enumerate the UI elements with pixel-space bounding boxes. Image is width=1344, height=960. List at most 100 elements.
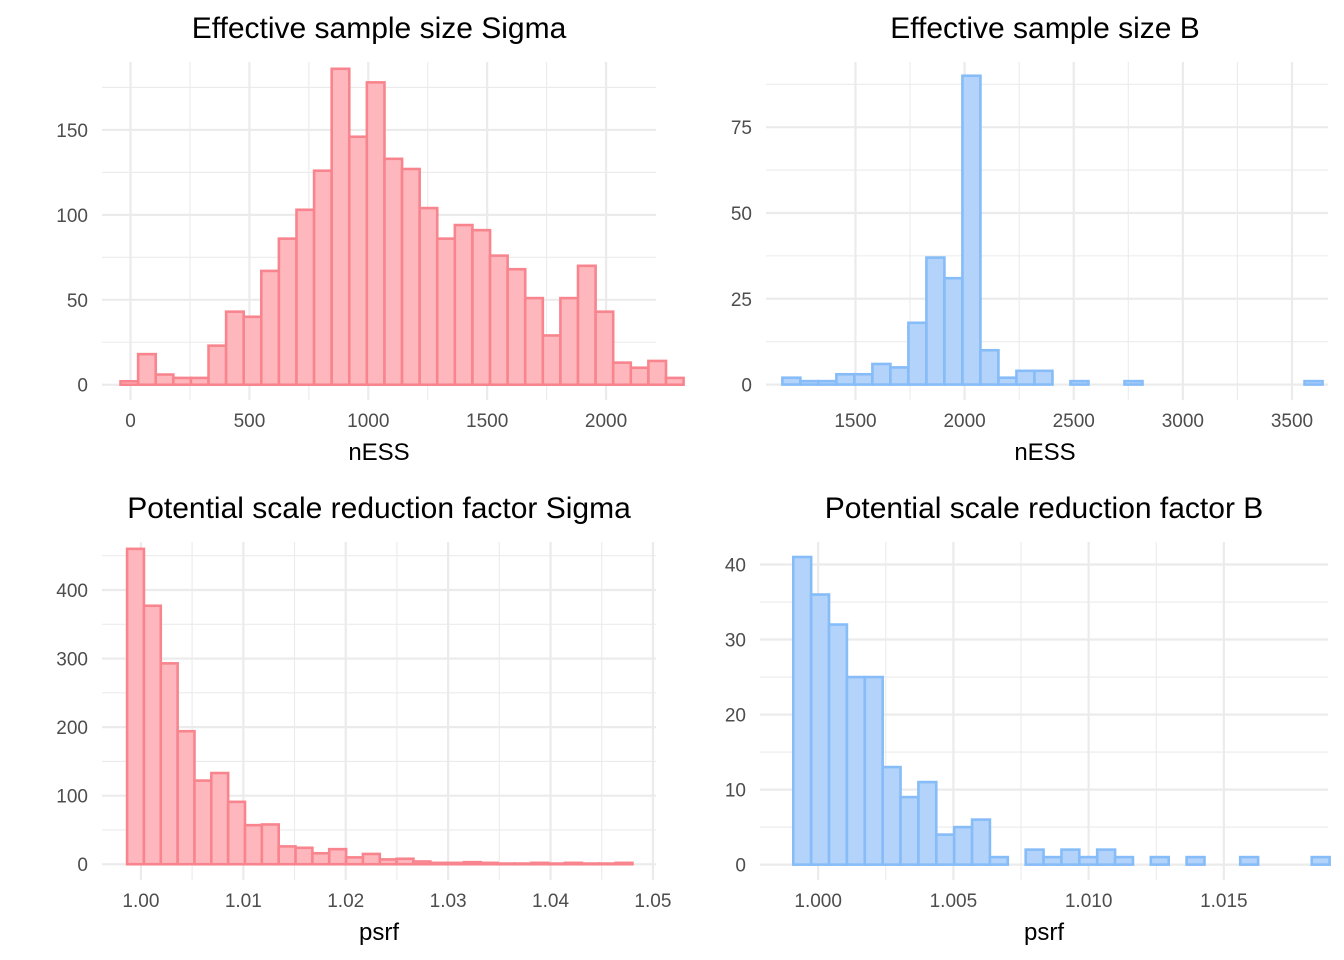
panel-psrf-sigma: 1.00 1.01 1.02 1.03 1.04 1.05 0 100 200 300 400 Po… (56, 492, 671, 946)
histogram-bar (383, 157, 404, 387)
histogram-bar (224, 310, 246, 387)
histogram-bar (791, 555, 813, 866)
histogram-bar (917, 780, 938, 866)
histogram-bar (863, 675, 884, 866)
histogram-bar (881, 765, 902, 866)
histogram-bar (799, 379, 820, 386)
histogram-bar (979, 348, 1000, 386)
histogram-bar (488, 254, 509, 387)
histogram-bar (835, 372, 856, 386)
histogram-bar (559, 296, 580, 387)
histogram-bar (1095, 848, 1117, 866)
histogram-bar (453, 223, 474, 387)
histogram-bar (506, 267, 527, 387)
histogram-bar (311, 851, 331, 866)
y-tick-label: 40 (725, 556, 746, 577)
histogram-bar (817, 379, 838, 386)
y-tick-label: 0 (741, 376, 752, 397)
histogram-bar (934, 833, 956, 866)
histogram-bar (207, 344, 228, 387)
histogram-bar (827, 623, 849, 866)
y-tick-label: 0 (77, 855, 88, 876)
histogram-bar (119, 380, 140, 387)
histogram-bar (907, 321, 928, 386)
x-tick-label: 2500 (1053, 411, 1095, 432)
histogram-bar (611, 361, 633, 387)
histogram-bar (809, 593, 831, 866)
histogram-bar (594, 310, 615, 387)
histogram-bar (1149, 855, 1171, 866)
y-tick-label: 300 (56, 650, 88, 671)
histogram-bar (845, 675, 867, 866)
histogram-bar (471, 228, 492, 387)
histogram-bar (347, 135, 369, 387)
histogram-bar (193, 779, 213, 866)
histogram-bar (563, 861, 584, 866)
histogram-bar (781, 376, 802, 386)
histogram-bar (243, 823, 264, 866)
histogram-bar (435, 237, 457, 387)
histogram-bar (943, 276, 964, 386)
y-tick-label: 10 (725, 781, 746, 802)
chart-title: Effective sample size B (890, 12, 1200, 45)
histogram-bar (1310, 855, 1331, 866)
x-axis-label: nESS (1014, 439, 1075, 466)
chart-title: Potential scale reduction factor B (825, 492, 1264, 525)
histogram-bar (530, 861, 550, 866)
histogram-bar (1078, 855, 1099, 866)
histogram-bar (136, 352, 158, 387)
histogram-bar (429, 861, 449, 866)
histogram-bar (277, 845, 297, 866)
histogram-bar (154, 373, 175, 387)
histogram-bar (541, 334, 562, 387)
histogram-bar (1113, 855, 1135, 866)
histogram-bar (597, 862, 617, 866)
histogram-bar (496, 862, 516, 866)
x-tick-label: 1.005 (930, 891, 978, 912)
histogram-bar (445, 861, 466, 866)
y-tick-label: 200 (56, 718, 88, 739)
histogram-bar (1042, 855, 1063, 866)
histogram-bar (1060, 848, 1081, 866)
histogram-bar (412, 860, 432, 866)
x-tick-label: 1.010 (1065, 891, 1113, 912)
histogram-bar (997, 376, 1018, 386)
y-tick-label: 50 (731, 204, 752, 225)
x-tick-label: 1.01 (225, 891, 262, 912)
y-tick-label: 100 (56, 787, 88, 808)
histogram-bar (513, 862, 533, 866)
x-tick-label: 1.000 (794, 891, 842, 912)
histogram-bar (576, 264, 597, 387)
x-tick-label: 1.00 (122, 891, 159, 912)
histogram-bar (260, 823, 280, 866)
x-axis-label: nESS (348, 439, 409, 466)
histogram-bar (1033, 369, 1054, 386)
x-tick-label: 1.05 (634, 891, 671, 912)
histogram-bar (312, 169, 333, 387)
histogram-bar (418, 206, 439, 387)
histogram-bar (961, 74, 982, 386)
panel-ess-b: 1500 2000 2500 3000 3500 0 25 50 75 Effective sa… (731, 12, 1328, 466)
panel-ess-sigma: 0 500 1000 1500 2000 0 50 100 150 Effective samp… (56, 12, 685, 466)
histogram-bar (378, 858, 398, 866)
histogram-bar (159, 662, 179, 866)
histogram-bar (294, 846, 314, 866)
x-tick-label: 3000 (1162, 411, 1204, 432)
y-tick-label: 400 (56, 581, 88, 602)
chart-title: Potential scale reduction factor Sigma (127, 492, 631, 525)
histogram-bar (361, 852, 382, 866)
histogram-bar (1024, 848, 1045, 866)
y-tick-label: 20 (725, 706, 746, 727)
histogram-bar (629, 366, 650, 387)
histogram-bar (899, 795, 920, 866)
x-tick-label: 500 (234, 411, 266, 432)
histogram-bar (925, 256, 946, 386)
histogram-bar (189, 376, 210, 387)
histogram-bar (327, 847, 348, 866)
histogram-bar (462, 860, 483, 866)
x-axis-label: psrf (1024, 919, 1064, 946)
x-tick-label: 0 (125, 411, 136, 432)
histogram-bar (365, 81, 386, 387)
histogram-bar (277, 237, 298, 387)
